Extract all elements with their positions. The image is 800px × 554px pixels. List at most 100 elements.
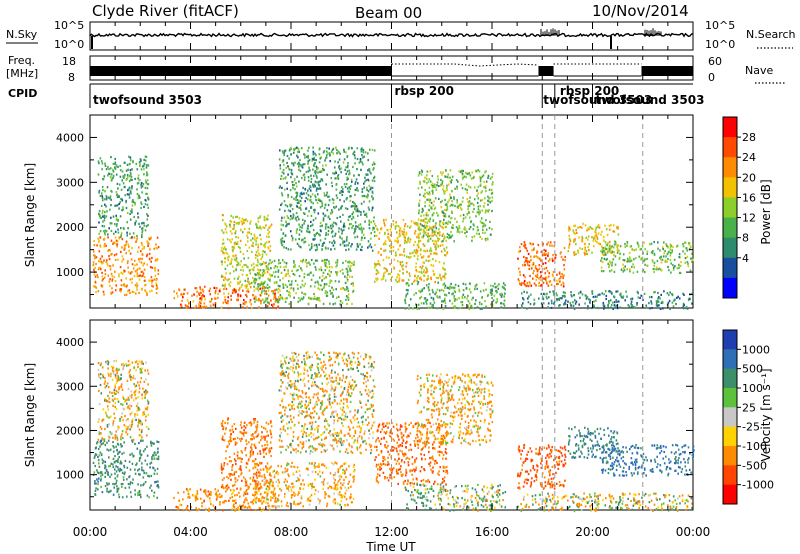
scatter-cell <box>302 258 305 261</box>
scatter-cell <box>324 291 327 294</box>
scatter-cell <box>324 159 326 162</box>
scatter-cell <box>112 168 114 171</box>
scatter-cell <box>416 258 419 261</box>
scatter-cell <box>383 242 386 245</box>
scatter-cell <box>341 301 344 304</box>
scatter-cell <box>281 216 283 219</box>
scatter-cell <box>121 179 123 182</box>
scatter-cell <box>330 227 333 230</box>
scatter-cell <box>118 456 120 459</box>
scatter-cell <box>146 408 148 411</box>
scatter-cell <box>102 374 104 377</box>
scatter-cell <box>143 221 145 225</box>
scatter-cell <box>593 300 595 303</box>
scatter-cell <box>610 247 612 250</box>
scatter-cell <box>440 183 442 186</box>
scatter-cell <box>235 257 238 260</box>
scatter-cell <box>120 250 122 253</box>
scatter-cell <box>334 160 336 163</box>
scatter-cell <box>504 292 506 295</box>
scatter-cell <box>409 298 412 301</box>
scatter-cell <box>227 302 229 305</box>
scatter-cell <box>315 297 317 301</box>
scatter-cell <box>231 238 233 241</box>
scatter-cell <box>215 491 218 494</box>
scatter-cell <box>372 198 374 201</box>
scatter-cell <box>573 307 576 310</box>
scatter-cell <box>267 214 269 217</box>
scatter-cell <box>417 281 420 284</box>
scatter-cell <box>126 174 129 177</box>
scatter-cell <box>328 199 331 202</box>
scatter-cell <box>93 456 96 459</box>
scatter-cell <box>314 152 316 155</box>
scatter-cell <box>266 305 269 308</box>
scatter-cell <box>468 307 471 311</box>
scatter-cell <box>98 375 100 379</box>
scatter-cell <box>114 472 116 475</box>
scatter-cell <box>414 275 416 278</box>
scatter-cell <box>388 256 390 259</box>
scatter-cell <box>440 201 442 204</box>
scatter-cell <box>138 267 141 270</box>
scatter-cell <box>472 307 474 310</box>
scatter-cell <box>682 305 684 308</box>
scatter-cell <box>274 494 276 497</box>
scatter-cell <box>607 305 609 308</box>
scatter-cell <box>330 181 333 184</box>
scatter-cell <box>612 230 614 233</box>
scatter-cell <box>260 497 263 500</box>
scatter-cell <box>114 162 116 165</box>
scatter-cell <box>526 291 528 294</box>
scatter-cell <box>684 261 687 264</box>
scatter-cell <box>209 497 211 500</box>
scatter-cell <box>529 274 531 278</box>
scatter-cell <box>361 161 363 164</box>
scatter-cell <box>224 267 227 270</box>
scatter-cell <box>273 297 275 300</box>
scatter-cell <box>345 244 348 247</box>
scatter-cell <box>127 260 129 263</box>
scatter-cell <box>419 249 422 252</box>
scatter-cell <box>429 217 432 220</box>
scatter-cell <box>131 208 133 211</box>
scatter-cell <box>256 272 259 275</box>
scatter-cell <box>295 185 298 188</box>
scatter-cell <box>419 276 422 279</box>
scatter-cell <box>426 198 428 201</box>
scatter-cell <box>277 284 280 287</box>
scatter-cell <box>325 225 327 229</box>
scatter-cell <box>219 503 221 506</box>
scatter-cell <box>157 269 160 272</box>
scatter-cell <box>144 393 147 396</box>
scatter-cell <box>186 507 188 510</box>
scatter-cell <box>221 484 224 487</box>
scatter-cell <box>650 300 652 303</box>
scatter-cell <box>662 255 665 258</box>
scatter-cell <box>104 377 106 380</box>
scatter-cell <box>389 263 391 266</box>
scatter-cell <box>624 245 626 248</box>
scatter-cell <box>475 215 477 218</box>
scatter-cell <box>194 287 197 290</box>
scatter-cell <box>257 268 259 271</box>
scatter-cell <box>151 489 153 492</box>
scatter-cell <box>616 290 619 293</box>
scatter-cell <box>144 229 147 232</box>
scatter-cell <box>226 463 229 466</box>
scatter-cell <box>142 362 144 365</box>
scatter-cell <box>476 232 478 235</box>
scatter-cell <box>144 276 146 279</box>
scatter-cell <box>585 236 587 239</box>
scatter-cell <box>368 219 370 222</box>
scatter-cell <box>561 294 564 298</box>
scatter-cell <box>395 279 397 282</box>
scatter-cell <box>547 284 550 287</box>
scatter-cell <box>370 186 372 189</box>
scatter-cell <box>240 285 243 288</box>
scatter-cell <box>534 274 537 278</box>
scatter-cell <box>100 479 102 482</box>
scatter-cell <box>346 187 349 190</box>
scatter-cell <box>545 276 547 279</box>
scatter-cell <box>284 283 287 286</box>
